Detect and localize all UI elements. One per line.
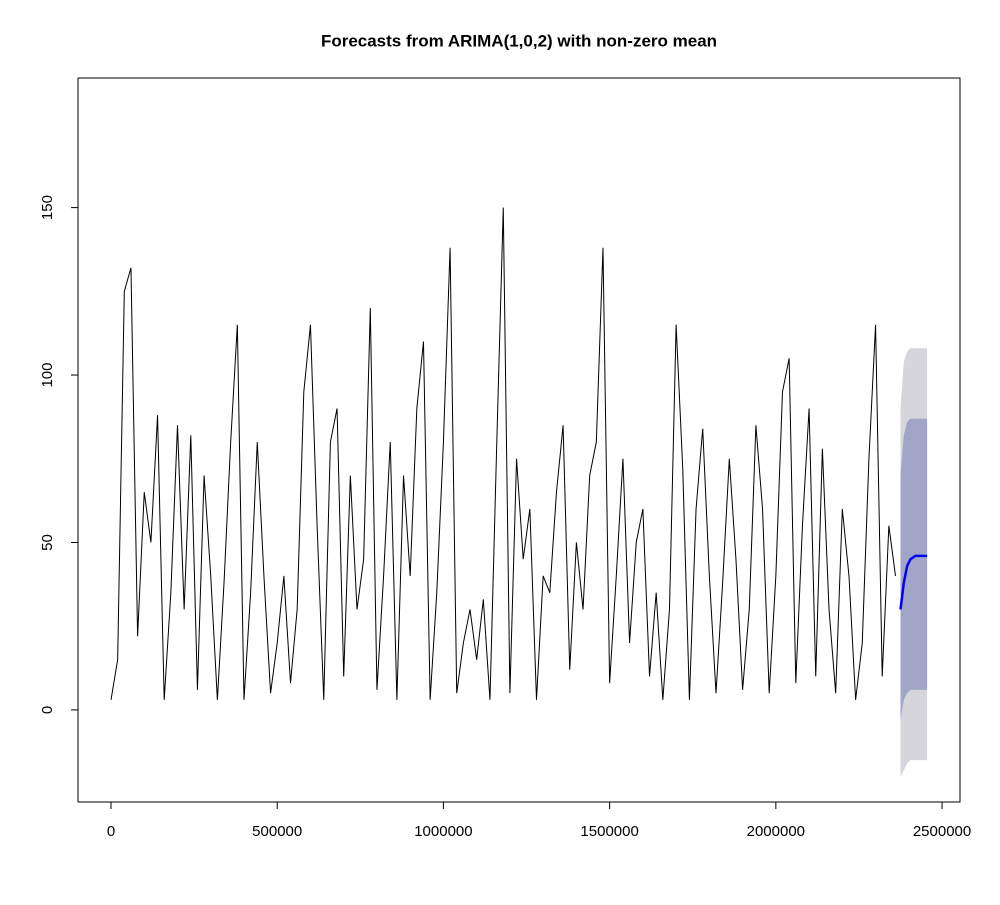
chart-title: Forecasts from ARIMA(1,0,2) with non-zer… (321, 31, 717, 50)
x-tick-label: 1000000 (414, 823, 472, 840)
y-tick-label: 0 (39, 706, 56, 714)
forecast-line (899, 554, 928, 610)
series-line (110, 207, 897, 700)
y-tick-label: 100 (39, 363, 56, 388)
x-tick-label: 500000 (252, 823, 302, 840)
y-tick-label: 50 (39, 534, 56, 551)
x-tick-label: 2500000 (913, 823, 971, 840)
x-tick-label: 0 (107, 823, 115, 840)
x-tick-label: 1500000 (580, 823, 638, 840)
plot-frame (77, 77, 961, 803)
y-tick-label: 150 (39, 195, 56, 220)
band-80 (900, 418, 928, 720)
x-tick-label: 2000000 (747, 823, 805, 840)
